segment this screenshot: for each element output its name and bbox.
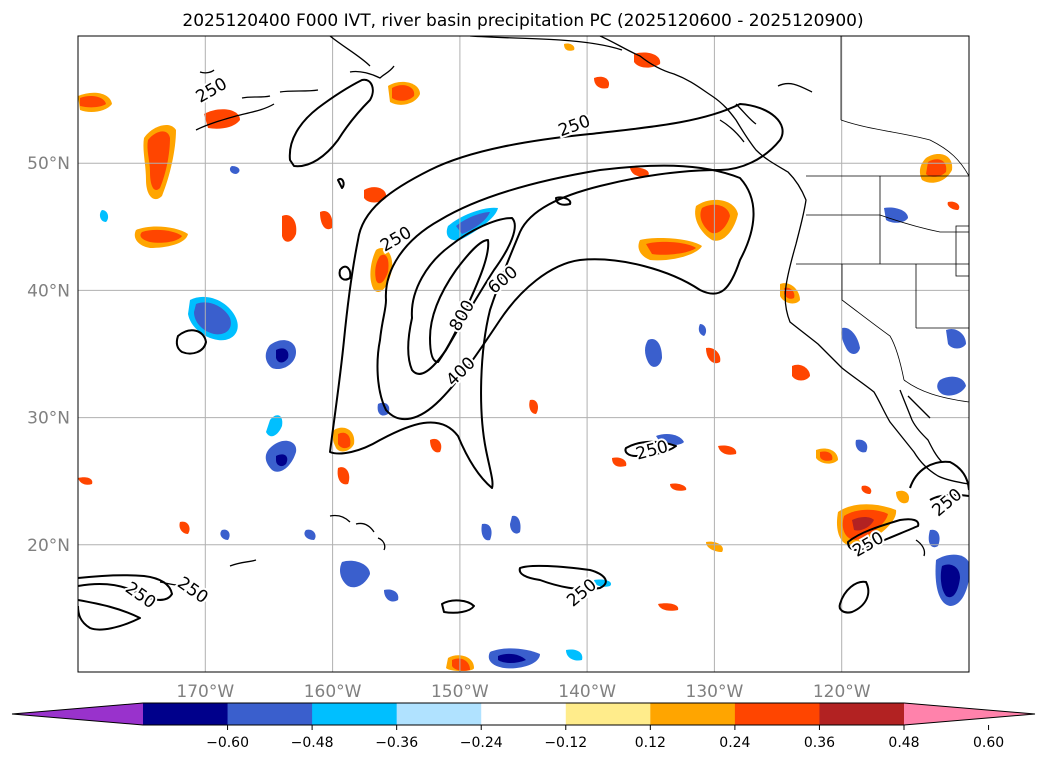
colorbar: −0.60 −0.48 −0.36 −0.24 −0.12 0.12 0.24 0.36 0.4… xyxy=(11,702,1036,751)
colorbar-segment xyxy=(143,703,229,725)
colorbar-segment xyxy=(396,703,482,725)
colorbar-tick-label: −0.60 xyxy=(206,735,249,751)
latitude-label: 50°N xyxy=(27,154,70,174)
colorbar-tick-label: 0.48 xyxy=(888,735,919,751)
latitude-label: 20°N xyxy=(27,536,70,556)
latitude-labels: 50°N 40°N 30°N 20°N xyxy=(27,154,70,556)
colorbar-segment xyxy=(565,703,651,725)
latitude-label: 40°N xyxy=(27,281,70,301)
colorbar-segment xyxy=(481,703,567,725)
colorbar-segment xyxy=(734,703,820,725)
colorbar-tick-label: −0.48 xyxy=(291,735,334,751)
longitude-label: 170°W xyxy=(176,682,234,702)
ivt-contours xyxy=(78,78,969,631)
colorbar-segment xyxy=(650,703,736,725)
political-borders xyxy=(796,36,969,403)
colorbar-tick-label: −0.12 xyxy=(544,735,587,751)
figure-title: 2025120400 F000 IVT, river basin precipi… xyxy=(182,11,863,31)
longitude-label: 130°W xyxy=(686,682,744,702)
longitude-label: 150°W xyxy=(431,682,489,702)
colorbar-tick-label: 0.60 xyxy=(973,735,1004,751)
colorbar-tick-label: 0.12 xyxy=(635,735,666,751)
longitude-label: 160°W xyxy=(304,682,362,702)
longitude-label: 140°W xyxy=(558,682,616,702)
colorbar-segment xyxy=(227,703,313,725)
latitude-label: 30°N xyxy=(27,409,70,429)
colorbar-tick-label: −0.24 xyxy=(460,735,503,751)
longitude-label: 120°W xyxy=(813,682,871,702)
colorbar-extend-low xyxy=(12,703,143,725)
colorbar-tick-label: 0.24 xyxy=(719,735,750,751)
colorbar-tick-label: 0.36 xyxy=(804,735,835,751)
colorbar-segment xyxy=(312,703,398,725)
colorbar-outline xyxy=(11,702,1036,726)
colorbar-segment xyxy=(819,703,905,725)
longitude-labels: 170°W 160°W 150°W 140°W 130°W 120°W xyxy=(176,682,870,702)
colorbar-extend-high xyxy=(904,703,1035,725)
map-frame xyxy=(77,35,970,673)
colorbar-tick-label: −0.36 xyxy=(375,735,418,751)
coastlines xyxy=(159,36,969,586)
